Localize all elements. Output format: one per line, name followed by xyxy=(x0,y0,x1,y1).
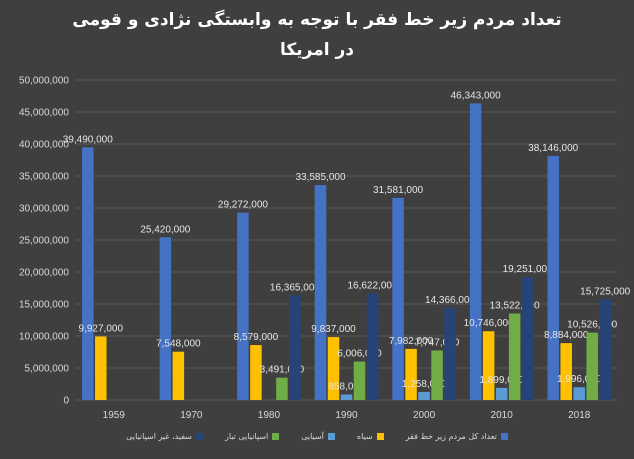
data-label: 1,258,000 xyxy=(402,379,447,390)
legend-label: سفید، غیر اسپانیایی xyxy=(126,432,192,441)
data-label: 9,837,000 xyxy=(311,324,356,335)
data-label: 1,996,000 xyxy=(557,374,602,385)
bar xyxy=(418,391,430,400)
legend-label: اسپانیایی تبار xyxy=(224,432,269,441)
data-label: 8,579,000 xyxy=(234,332,279,343)
x-tick-label: 2010 xyxy=(491,410,514,421)
bar xyxy=(250,345,262,400)
data-label: 7,548,000 xyxy=(156,339,201,350)
bar xyxy=(431,350,443,400)
bar xyxy=(340,394,353,400)
data-label: 6,006,000 xyxy=(337,349,382,360)
bar xyxy=(82,147,94,400)
legend-item: آسیایی xyxy=(301,432,335,441)
bar xyxy=(508,313,521,400)
legend-label: تعداد کل مردم زیر خط فقر xyxy=(405,432,497,441)
chart-title: تعداد مردم زیر خط فقر با توجه به وابستگی… xyxy=(72,10,562,30)
data-label: 31,581,000 xyxy=(373,185,423,196)
bar xyxy=(95,336,107,400)
bar xyxy=(573,387,585,400)
bar xyxy=(172,351,185,400)
bar xyxy=(276,377,288,400)
data-label: 14,366,000 xyxy=(425,295,475,306)
legend-swatch xyxy=(327,433,335,440)
y-tick-label: 40,000,000 xyxy=(19,140,69,151)
y-tick-label: 35,000,000 xyxy=(19,172,69,183)
y-tick-label: 5,000,000 xyxy=(25,364,70,375)
bar xyxy=(392,197,404,400)
bar xyxy=(521,276,534,400)
legend-item: سیاه xyxy=(357,432,384,441)
bar xyxy=(366,293,379,400)
legend-swatch xyxy=(500,433,508,440)
data-label: 15,725,000 xyxy=(580,286,630,297)
data-label: 858,000 xyxy=(328,382,365,393)
legend-label: سیاه xyxy=(356,432,373,441)
data-label: 29,272,000 xyxy=(218,200,268,211)
data-label: 10,526,000 xyxy=(567,320,617,331)
data-label: 13,522,000 xyxy=(490,300,540,311)
x-tick-label: 1980 xyxy=(258,410,281,421)
legend-swatch xyxy=(195,433,203,440)
bar xyxy=(495,387,508,400)
bar xyxy=(444,308,456,400)
legend-label: آسیایی xyxy=(301,432,324,441)
data-label: 1,899,000 xyxy=(479,375,524,386)
chart-title-line-2: در امریکا xyxy=(279,40,354,60)
data-label: 33,585,000 xyxy=(295,172,345,183)
legend-swatch xyxy=(272,433,280,440)
legend-item: سفید، غیر اسپانیایی xyxy=(126,432,203,441)
data-label: 7,982,000 xyxy=(389,336,434,347)
data-label: 7,747,000 xyxy=(415,337,460,348)
x-tick-label: 2018 xyxy=(568,410,591,421)
data-label: 16,622,000 xyxy=(347,281,397,292)
bar xyxy=(482,331,495,400)
bar xyxy=(547,155,559,400)
x-tick-label: 1990 xyxy=(335,410,358,421)
bar xyxy=(327,337,340,400)
bar xyxy=(237,212,249,400)
legend-item: اسپانیایی تبار xyxy=(224,432,280,441)
y-tick-label: 15,000,000 xyxy=(19,300,69,311)
data-label: 19,251,000 xyxy=(503,264,553,275)
legend-item: تعداد کل مردم زیر خط فقر xyxy=(406,432,508,441)
bar xyxy=(469,103,482,401)
bar xyxy=(586,332,598,400)
y-tick-label: 10,000,000 xyxy=(19,332,69,343)
x-tick-label: 2000 xyxy=(413,410,436,421)
data-label: 16,365,000 xyxy=(270,282,320,293)
legend-swatch xyxy=(376,433,384,440)
y-tick-label: 30,000,000 xyxy=(19,204,69,215)
bar xyxy=(353,361,366,400)
data-label: 8,884,000 xyxy=(544,330,589,341)
data-label: 46,343,000 xyxy=(451,90,501,101)
y-tick-label: 20,000,000 xyxy=(19,268,69,279)
bar xyxy=(289,295,301,400)
bar xyxy=(405,348,417,400)
data-label: 25,420,000 xyxy=(140,224,190,235)
data-label: 39,490,000 xyxy=(63,134,113,145)
bar xyxy=(560,343,572,400)
y-tick-label: 0 xyxy=(63,396,69,407)
x-tick-label: 1970 xyxy=(180,410,203,421)
bar xyxy=(159,237,172,400)
data-label: 3,491,000 xyxy=(260,365,305,376)
bar xyxy=(314,185,327,400)
data-label: 9,927,000 xyxy=(79,323,124,334)
data-label: 38,146,000 xyxy=(528,143,578,154)
legend: تعداد کل مردم زیر خط فقر سیاه آسیایی اسپانی… xyxy=(0,432,634,441)
y-tick-label: 45,000,000 xyxy=(19,108,69,119)
x-tick-label: 1959 xyxy=(103,410,126,421)
bar xyxy=(599,299,611,400)
y-tick-label: 25,000,000 xyxy=(19,236,69,247)
y-tick-label: 50,000,000 xyxy=(19,76,69,87)
data-label: 10,746,000 xyxy=(464,318,514,329)
